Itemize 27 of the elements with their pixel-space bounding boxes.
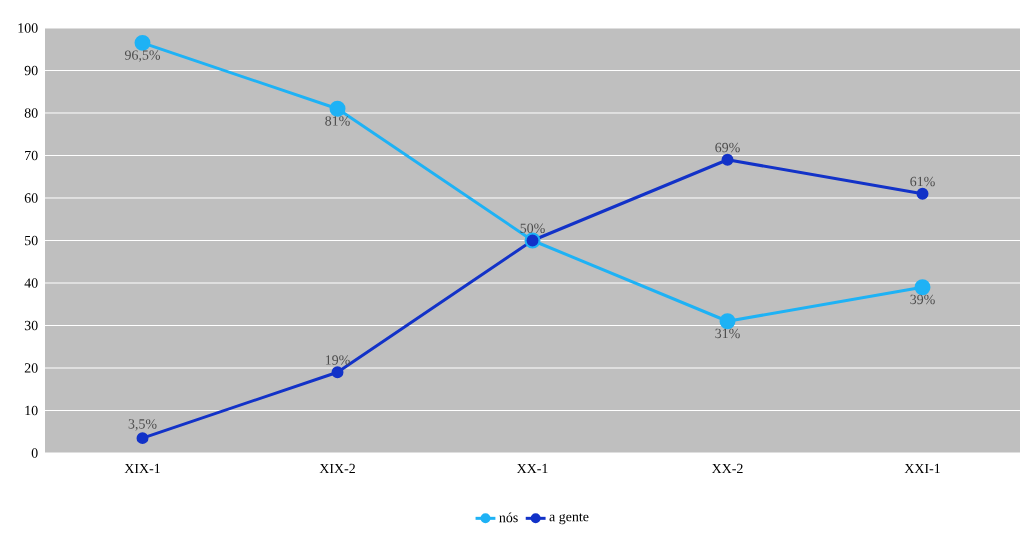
data-label: 69% (715, 142, 740, 153)
y-tick-label: 60 (24, 193, 38, 203)
y-tick-label: 100 (18, 23, 38, 33)
y-tick-label: 30 (24, 320, 38, 331)
y-tick-label: 20 (24, 363, 38, 373)
data-label: 3,5% (128, 419, 157, 431)
y-tick-label: 80 (24, 108, 38, 118)
x-tick-label: XIX-1 (124, 463, 160, 474)
y-tick-label: 50 (25, 235, 38, 246)
legend-label: nós (499, 512, 518, 523)
y-tick-label: 10 (25, 405, 38, 416)
data-label: 19% (325, 355, 350, 365)
data-label: 81% (325, 116, 350, 126)
y-tick-label: 70 (25, 150, 38, 161)
y-tick-label: 40 (24, 278, 38, 288)
y-tick-label: 90 (24, 65, 38, 76)
x-tick-label: XX-1 (516, 463, 548, 474)
x-tick-label: XIX-2 (319, 463, 355, 474)
data-label: 31% (715, 328, 740, 339)
data-label: 96,5% (124, 50, 161, 62)
data-label: 61% (910, 176, 935, 187)
data-label: 39% (910, 294, 935, 305)
data-label: 50% (520, 223, 545, 234)
legend-label: a gente (549, 513, 589, 525)
x-tick-label: XX-2 (711, 463, 743, 474)
y-tick-label: 0 (31, 448, 38, 458)
x-tick-label: XXI-1 (904, 463, 940, 474)
